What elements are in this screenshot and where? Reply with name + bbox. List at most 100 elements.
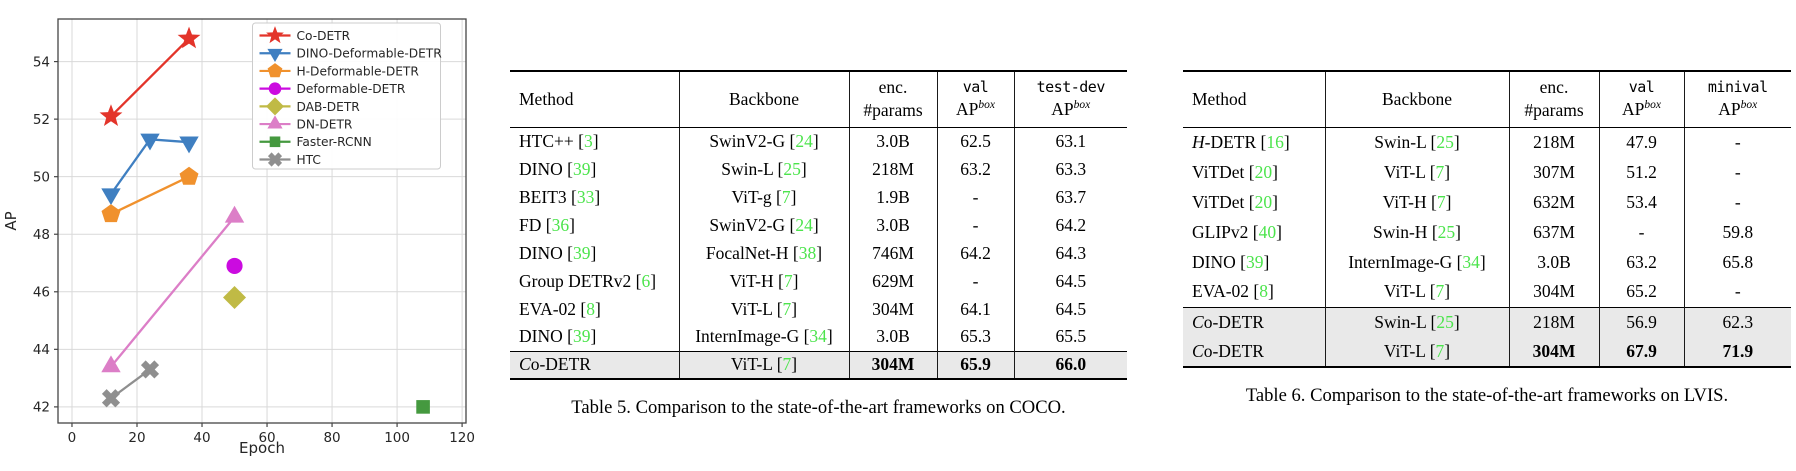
- series-DAB-DETR: [223, 286, 247, 310]
- diamond-marker: [223, 286, 247, 310]
- series-H-Deformable-DETR: [101, 166, 199, 223]
- x-axis-label: Epoch: [239, 439, 285, 457]
- method-cell: H-DETR [16]: [1192, 131, 1290, 152]
- circle-marker: [268, 82, 282, 95]
- triangle-down-marker: [179, 136, 199, 154]
- minival-cell: -: [1683, 157, 1791, 187]
- x-tick-label: 40: [193, 430, 210, 446]
- table-row: H-DETR [16] Swin-L [25] 218M 47.9-: [1183, 127, 1791, 157]
- params-cell: 629M: [848, 267, 937, 295]
- params-cell: 304M: [1508, 337, 1599, 367]
- legend-entry-H-Deformable-DETR: H-Deformable-DETR: [259, 63, 419, 78]
- backbone-cell: Swin-H [25]: [1324, 217, 1509, 247]
- table-row: DINO [39] InternImage-G [34] 3.0B 63.2 65.8: [1183, 247, 1791, 277]
- method-cell: EVA-02 [8]: [1192, 281, 1274, 302]
- citation-number: 7: [783, 270, 793, 291]
- val-cell: 63.2: [936, 155, 1014, 183]
- val-cell: 64.2: [936, 239, 1014, 267]
- minival-cell: 65.8: [1683, 247, 1791, 277]
- triangle-up-marker: [101, 355, 121, 373]
- table-row: GLIPv2 [40] Swin-H [25] 637M -59.8: [1183, 217, 1791, 247]
- params-cell: 307M: [1508, 157, 1599, 187]
- method-cell: DINO [39]: [519, 326, 597, 347]
- y-axis-label: AP: [2, 211, 20, 230]
- citation-number: 7: [1436, 191, 1446, 212]
- backbone-cell: Swin-L [25]: [678, 155, 849, 183]
- legend-label: HTC: [297, 153, 321, 167]
- params-cell: 746M: [848, 239, 937, 267]
- star-marker: [99, 104, 123, 126]
- citation-number: 7: [781, 186, 791, 207]
- table-row: Group DETRv2 [6] ViT-H [7] 629M -64.5: [510, 267, 1127, 295]
- testdev-cell: 64.5: [1013, 267, 1127, 295]
- citation-number: 7: [782, 298, 792, 319]
- legend-label: DINO-Deformable-DETR: [297, 47, 443, 61]
- table-row: FD [36] SwinV2-G [24] 3.0B -64.2: [510, 211, 1127, 239]
- y-tick-label: 44: [33, 342, 50, 358]
- table-row: Co-DETR ViT-L [7] 304M 67.9 71.9: [1183, 337, 1791, 367]
- pentagon-marker: [179, 166, 199, 185]
- table-row: ViTDet [20] ViT-L [7] 307M 51.2-: [1183, 157, 1791, 187]
- backbone-cell: ViT-H [7]: [1324, 187, 1509, 217]
- square-marker: [269, 136, 281, 148]
- script-letter: C: [1192, 311, 1204, 332]
- testdev-cell: 64.5: [1013, 295, 1127, 323]
- val-cell: 67.9: [1598, 337, 1684, 367]
- citation-number: 39: [572, 326, 591, 347]
- table-row: EVA-02 [8] ViT-L [7] 304M 64.1 64.5: [510, 295, 1127, 323]
- column-header-minival: minival APbox: [1683, 71, 1791, 128]
- citation-number: 38: [798, 242, 817, 263]
- backbone-cell: ViT-L [7]: [678, 295, 849, 323]
- star-marker: [177, 26, 201, 49]
- x-tick-label: 0: [68, 430, 77, 446]
- val-cell: 63.2: [1598, 247, 1684, 277]
- axes: 0 20 40 60 80 100 120 42 44 46 48 50 52 54 Epoch AP: [2, 54, 475, 457]
- params-cell: 637M: [1508, 217, 1599, 247]
- minival-cell: -: [1683, 127, 1791, 157]
- val-cell: -: [936, 183, 1014, 211]
- citation-number: 7: [1435, 341, 1445, 361]
- params-cell: 304M: [1508, 277, 1599, 307]
- citation-number: 8: [586, 298, 595, 319]
- plot-border: [57, 18, 467, 424]
- x-marker: [101, 389, 121, 408]
- legend-label: DN-DETR: [297, 117, 353, 131]
- citation-number: 25: [1436, 131, 1454, 152]
- method-cell: Co-DETR: [510, 350, 679, 379]
- method-cell: DINO [39]: [519, 242, 597, 263]
- diamond-marker: [266, 97, 284, 116]
- column-header-method: Method: [510, 71, 679, 128]
- table-row: ViTDet [20] ViT-H [7] 632M 53.4-: [1183, 187, 1791, 217]
- params-cell: 632M: [1508, 187, 1599, 217]
- series-Deformable-DETR: [226, 257, 243, 274]
- backbone-cell: ViT-L [7]: [1324, 277, 1509, 307]
- script-letter: H: [1192, 131, 1205, 152]
- method-cell: DINO [39]: [1192, 251, 1270, 272]
- legend-label: Co-DETR: [297, 29, 351, 43]
- legend-entry-Faster-RCNN: Faster-RCNN: [259, 135, 372, 149]
- val-cell: -: [1598, 217, 1684, 247]
- params-cell: 218M: [1508, 306, 1599, 337]
- citation-number: 3: [583, 130, 593, 151]
- legend-label: Faster-RCNN: [297, 135, 372, 149]
- citation-number: 39: [572, 158, 591, 179]
- testdev-cell: 64.2: [1013, 211, 1127, 239]
- header-row: Method Backbone enc. #params val APbox test-de…: [510, 71, 1127, 128]
- x-marker: [267, 152, 283, 167]
- series-Co-DETR: [99, 26, 201, 126]
- table-row: EVA-02 [8] ViT-L [7] 304M 65.2-: [1183, 277, 1791, 307]
- citation-number: 25: [1437, 221, 1456, 242]
- column-header-params: enc. #params: [848, 71, 937, 128]
- column-header-backbone: Backbone: [1324, 71, 1509, 128]
- backbone-cell: ViT-H [7]: [678, 267, 849, 295]
- citation-number: 36: [551, 214, 570, 235]
- column-header-method: Method: [1183, 71, 1325, 128]
- method-cell: Group DETRv2 [6]: [519, 270, 657, 291]
- legend-entry-DN-DETR: DN-DETR: [259, 115, 353, 131]
- minival-cell: -: [1683, 187, 1791, 217]
- minival-cell: 59.8: [1683, 217, 1791, 247]
- val-cell: 47.9: [1598, 127, 1684, 157]
- backbone-cell: ViT-L [7]: [678, 350, 849, 379]
- y-tick-label: 52: [33, 112, 50, 128]
- method-cell: ViTDet [20]: [1192, 191, 1278, 212]
